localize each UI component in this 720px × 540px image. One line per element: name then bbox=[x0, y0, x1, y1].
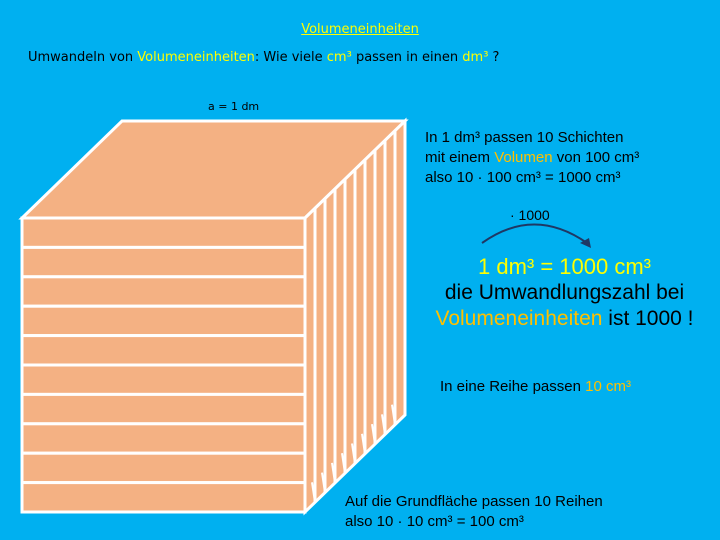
multiplier-label: · 1000 bbox=[510, 207, 550, 223]
cube-front-layer bbox=[20, 275, 307, 308]
conversion-line-1: die Umwandlungszahl bei bbox=[444, 281, 685, 304]
page-title: Volumeneinheiten bbox=[301, 22, 419, 37]
subtitle-middle: : Wie viele bbox=[254, 50, 327, 65]
cube-front-layer bbox=[20, 392, 307, 426]
cube-front-layer bbox=[20, 363, 307, 396]
subtitle-unit-big: dm³ bbox=[462, 50, 489, 65]
cube-front-layer bbox=[20, 245, 307, 279]
row-text-value: 10 cm³ bbox=[585, 378, 631, 395]
cube-front-layer bbox=[20, 216, 307, 249]
layers-line-2: mit einem Volumen von 100 cm³ bbox=[425, 148, 715, 168]
conversion-equation: 1 dm³ = 1000 cm³ bbox=[477, 254, 651, 279]
layers-line-2-term: Volumen bbox=[494, 149, 553, 166]
cube-base-divider bbox=[331, 462, 336, 484]
cube-edge-label: a = 1 dm bbox=[208, 100, 260, 113]
subtitle-prefix: Umwandeln von bbox=[28, 50, 138, 65]
cube-base-divider bbox=[311, 482, 316, 503]
subtitle-mid2: passen in einen bbox=[351, 50, 463, 65]
cube-base-divider bbox=[321, 472, 326, 493]
layers-line-1: In 1 dm³ passen 10 Schichten bbox=[425, 129, 624, 146]
cube-group bbox=[18, 117, 409, 516]
cube-front-layer bbox=[20, 304, 307, 338]
subtitle-unit-small: cm³ bbox=[326, 50, 352, 65]
base-line-2: also 10 · 10 cm³ = 100 cm³ bbox=[345, 513, 524, 530]
conversion-arrow bbox=[481, 223, 588, 244]
cube-front-layer bbox=[20, 481, 307, 514]
layers-line-3: also 10 · 100 cm³ = 1000 cm³ bbox=[425, 169, 621, 186]
cube-base-divider bbox=[351, 443, 356, 464]
conversion-block: 1 dm³ = 1000 cm³ die Umwandlungszahl bei… bbox=[412, 254, 717, 332]
conversion-suffix: ist 1000 ! bbox=[602, 307, 694, 330]
cube-front-layer bbox=[20, 451, 307, 485]
subtitle-term: Volumeneinheiten bbox=[137, 50, 255, 65]
layers-line-2-prefix: mit einem bbox=[425, 149, 495, 166]
layers-text: In 1 dm³ passen 10 Schichten mit einem V… bbox=[425, 128, 715, 188]
cube-base-divider bbox=[371, 423, 376, 445]
cube-base-divider bbox=[361, 433, 366, 454]
cube-base-divider bbox=[381, 414, 386, 435]
subtitle: Umwandeln von Volumeneinheiten: Wie viel… bbox=[28, 50, 499, 65]
conversion-term: Volumeneinheiten bbox=[435, 307, 603, 330]
base-line-1: Auf die Grundfläche passen 10 Reihen bbox=[345, 493, 603, 510]
row-text: In eine Reihe passen 10 cm³ bbox=[440, 378, 631, 395]
cube-base-divider bbox=[391, 404, 396, 425]
conversion-line-2: Volumeneinheiten ist 1000 ! bbox=[412, 306, 717, 332]
cube-base-divider bbox=[341, 453, 346, 474]
layers-line-2-suffix: von 100 cm³ bbox=[552, 149, 640, 166]
base-text: Auf die Grundfläche passen 10 Reihen als… bbox=[345, 492, 715, 532]
cube-front-layer bbox=[20, 334, 307, 367]
cube-front-layer bbox=[20, 422, 307, 455]
conversion-arrow-head bbox=[580, 238, 591, 248]
row-text-prefix: In eine Reihe passen bbox=[440, 378, 586, 395]
subtitle-suffix: ? bbox=[488, 50, 500, 65]
